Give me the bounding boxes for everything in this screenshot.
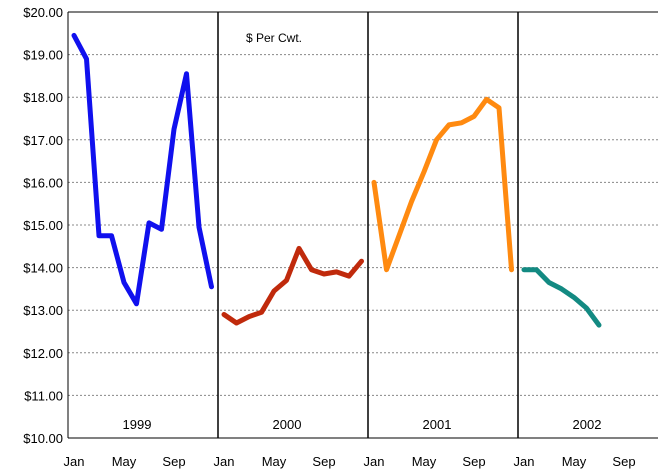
y-tick-label: $13.00: [23, 303, 63, 318]
x-tick-label: Jan: [514, 454, 535, 469]
x-tick-label: May: [412, 454, 437, 469]
year-label: 2002: [573, 417, 602, 432]
series-lines: [71, 32, 602, 328]
year-label: 2000: [273, 417, 302, 432]
x-axis-ticks: Jan May Sep Jan May Sep Jan May Sep Jan May Sep: [64, 454, 636, 469]
unit-annotation: $ Per Cwt.: [246, 31, 302, 45]
x-tick-label: May: [112, 454, 137, 469]
x-tick-label: Jan: [64, 454, 85, 469]
y-tick-label: $17.00: [23, 133, 63, 148]
x-tick-label: Sep: [612, 454, 635, 469]
y-tick-label: $11.00: [24, 388, 63, 403]
series-line-2001: [371, 96, 514, 273]
y-tick-label: $15.00: [23, 218, 63, 233]
series-line-2002: [521, 267, 602, 328]
year-label: 1999: [123, 417, 152, 432]
series-line-1999: [71, 32, 214, 307]
year-label: 2001: [423, 417, 452, 432]
axes: [67, 11, 658, 439]
y-tick-label: $10.00: [23, 431, 63, 446]
x-tick-label: Sep: [462, 454, 485, 469]
y-tick-label: $20.00: [23, 5, 63, 20]
y-tick-label: $12.00: [23, 346, 63, 361]
x-tick-label: Sep: [312, 454, 335, 469]
x-tick-label: May: [262, 454, 287, 469]
x-tick-label: May: [562, 454, 587, 469]
year-dividers: [217, 12, 519, 438]
year-labels: 1999 2000 2001 2002: [123, 417, 602, 432]
y-tick-label: $16.00: [23, 175, 63, 190]
y-tick-label: $18.00: [23, 90, 63, 105]
y-tick-label: $14.00: [23, 261, 63, 276]
y-axis-ticks: $10.00 $11.00 $12.00 $13.00 $14.00 $15.00 $16.…: [23, 5, 63, 446]
series-line-2000: [221, 245, 364, 326]
x-tick-label: Jan: [364, 454, 385, 469]
x-tick-label: Sep: [162, 454, 185, 469]
y-tick-label: $19.00: [23, 48, 63, 63]
x-tick-label: Jan: [214, 454, 235, 469]
